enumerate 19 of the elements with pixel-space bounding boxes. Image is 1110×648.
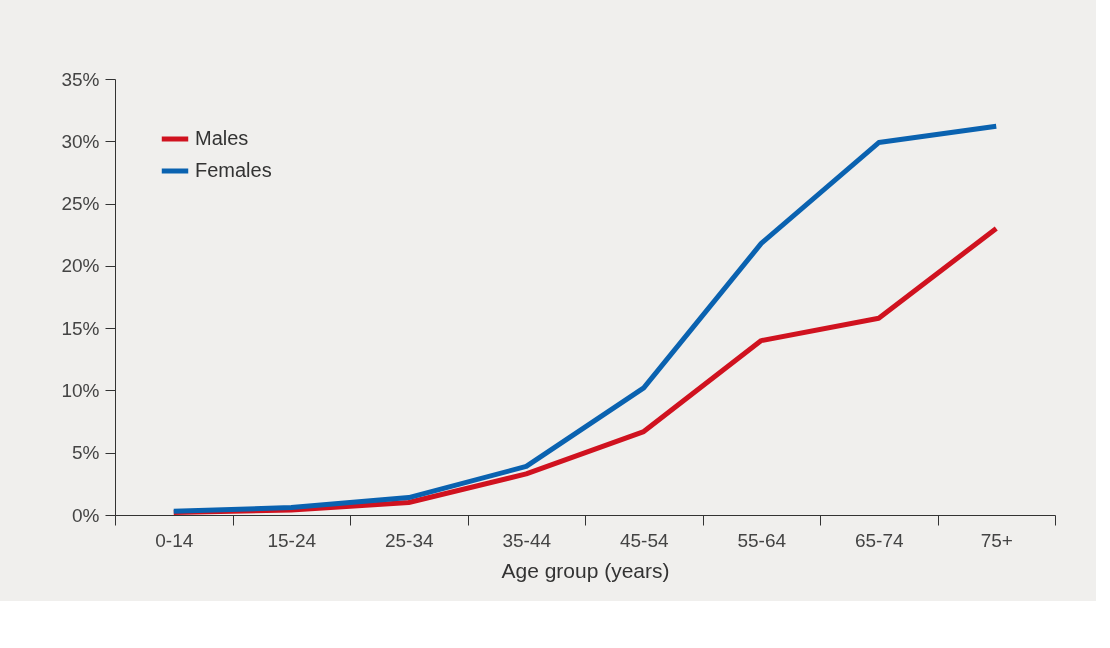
- x-tick-label: 0-14: [155, 529, 194, 551]
- y-tick-label: 25%: [61, 193, 100, 215]
- x-tick-label: 35-44: [502, 529, 552, 551]
- x-tick-label: 65-74: [854, 529, 904, 551]
- y-tick-label: 35%: [61, 68, 100, 90]
- x-tick-label: 25-34: [384, 529, 434, 551]
- x-tick-label: 45-54: [619, 529, 669, 551]
- x-axis-title: Age group (years): [501, 558, 670, 582]
- legend-label: Males: [195, 127, 249, 149]
- legend-label: Females: [195, 159, 272, 181]
- x-tick-label: 55-64: [737, 529, 787, 551]
- y-tick-label: 15%: [61, 317, 100, 339]
- y-tick-label: 20%: [61, 255, 100, 277]
- x-tick-label: 75+: [980, 529, 1013, 551]
- y-tick-label: 10%: [61, 379, 100, 401]
- x-tick-label: 15-24: [267, 529, 317, 551]
- y-tick-label: 0%: [72, 504, 100, 526]
- y-tick-label: 5%: [72, 442, 100, 464]
- y-tick-label: 30%: [61, 130, 100, 152]
